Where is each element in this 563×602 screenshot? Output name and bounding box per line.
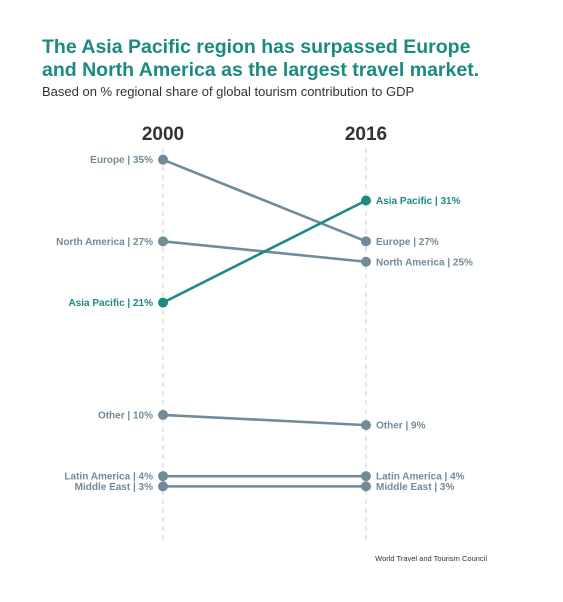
data-point-asia-pacific-2000 [158, 297, 168, 308]
year-label-2016: 2016 [345, 124, 387, 145]
data-point-europe-2000 [158, 154, 168, 165]
source-note: World Travel and Tourism Council [375, 554, 487, 563]
label-europe-2016: Europe | 27% [376, 237, 439, 248]
data-point-europe-2016 [361, 236, 371, 247]
label-asia-pacific-2016: Asia Pacific | 31% [376, 196, 461, 207]
label-asia-pacific-2000: Asia Pacific | 21% [68, 298, 153, 309]
label-europe-2000: Europe | 35% [90, 155, 153, 166]
data-point-other-2016 [361, 420, 371, 431]
series-line-asia-pacific [162, 199, 367, 304]
data-point-middle-east-2016 [361, 481, 371, 492]
chart-title: The Asia Pacific region has surpassed Eu… [42, 36, 542, 82]
data-point-north-america-2016 [361, 256, 371, 267]
label-latin-america-2000: Latin America | 4% [64, 472, 153, 483]
label-north-america-2000: North America | 27% [56, 237, 153, 248]
series-line-other [162, 413, 367, 427]
series-line-europe [162, 158, 367, 243]
data-point-middle-east-2000 [158, 481, 168, 492]
label-latin-america-2016: Latin America | 4% [376, 472, 465, 483]
label-middle-east-2016: Middle East | 3% [376, 482, 454, 493]
data-point-north-america-2000 [158, 236, 168, 247]
label-middle-east-2000: Middle East | 3% [75, 482, 153, 493]
label-north-america-2016: North America | 25% [376, 257, 473, 268]
series-lines [162, 158, 367, 488]
data-point-latin-america-2016 [361, 471, 371, 482]
chart-title-line-1: The Asia Pacific region has surpassed Eu… [42, 36, 471, 58]
label-other-2016: Other | 9% [376, 421, 426, 432]
series-labels: Europe | 35% Europe | 27% North America | … [56, 155, 473, 493]
data-point-other-2000 [158, 409, 168, 420]
chart-subtitle: Based on % regional share of global tour… [42, 84, 415, 99]
chart-title-line-2: and North America as the largest travel … [42, 59, 480, 81]
data-point-asia-pacific-2016 [361, 195, 371, 206]
label-other-2000: Other | 10% [98, 410, 153, 421]
axes: 2000 2016 [142, 124, 387, 540]
data-point-latin-america-2000 [158, 471, 168, 482]
year-label-2000: 2000 [142, 124, 184, 145]
series-points [158, 154, 371, 492]
